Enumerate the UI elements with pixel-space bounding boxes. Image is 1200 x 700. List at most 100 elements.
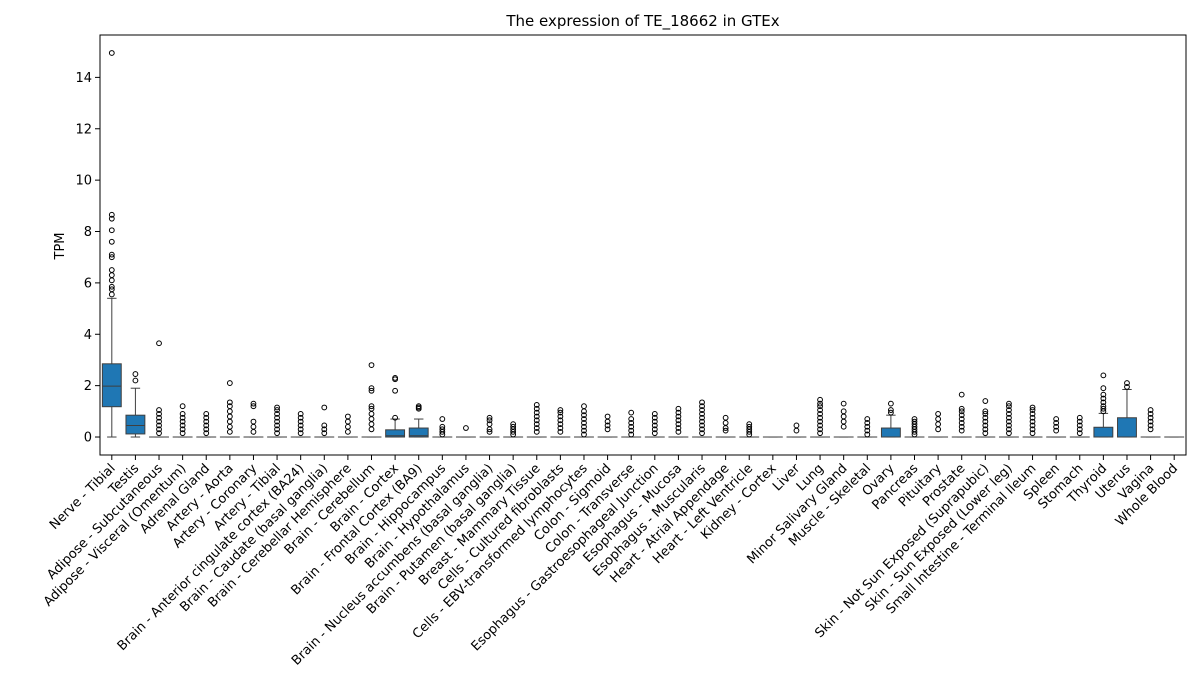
outlier-point [1006,430,1012,437]
outlier-point [1006,426,1012,433]
box-group [550,407,571,438]
outlier-point [203,414,210,421]
outlier-point [368,410,375,417]
outlier-point [108,215,115,222]
outlier-point [108,251,115,258]
outlier-point [651,410,658,417]
box-group [833,400,854,438]
outlier-point [368,385,375,392]
outlier-point [793,427,800,434]
box-group [1140,407,1161,438]
outlier-point [1006,410,1012,417]
outlier-point [699,403,705,410]
outlier-point [722,419,729,426]
outlier-point [958,427,965,434]
box-group [715,414,736,438]
outlier-point [817,430,823,437]
outlier-point [297,410,304,417]
outlier-point [439,416,446,422]
outlier-point [958,423,965,430]
outlier-point [557,421,564,428]
box [125,414,146,435]
outlier-point [392,414,399,421]
outlier-point [533,413,540,420]
outlier-point [557,428,564,435]
outlier-point [675,421,682,428]
outlier-point [1006,400,1012,407]
outlier-point [628,409,635,416]
box-series [101,50,1185,438]
box-group [975,398,996,438]
outlier-point [1100,391,1107,398]
box-group [219,380,240,438]
outlier-point [179,403,186,410]
outlier-point [864,419,871,426]
outlier-point [628,431,635,438]
outlier-point [1147,407,1154,413]
box [385,429,406,438]
outlier-point [817,426,823,433]
outlier-point [179,426,186,433]
outlier-point [864,423,871,430]
outlier-point [699,399,705,406]
y-tick-label: 8 [84,225,92,240]
outlier-point [533,421,540,428]
outlier-point [274,422,280,429]
outlier-point [274,430,280,437]
outlier-point [982,408,989,415]
outlier-point [226,428,233,435]
outlier-point [1076,430,1083,437]
box-group [526,402,547,438]
box-group [479,414,500,438]
outlier-point [486,421,493,428]
outlier-point [1053,427,1060,434]
outlier-point [203,430,210,437]
outlier-point [1006,407,1012,413]
outlier-point [1147,422,1154,429]
outlier-point [840,413,847,420]
outlier-point [392,387,399,394]
outlier-point [817,418,823,425]
outlier-point [368,426,375,433]
outlier-point [982,410,989,417]
outlier-point [982,398,989,404]
outlier-point [581,416,587,422]
box-group [574,403,594,438]
box-group [692,399,712,438]
outlier-point [368,421,375,428]
y-tick-label: 14 [75,71,92,86]
outlier-point [935,410,942,417]
y-axis-label: TPM [53,233,68,261]
box [101,363,122,408]
outlier-point [887,407,894,413]
outlier-point [840,408,847,415]
outlier-point [1029,422,1036,429]
outlier-point [321,426,328,433]
box-group [857,416,878,438]
outlier-point [958,391,965,398]
outlier-point [179,422,186,429]
box-group [267,404,288,438]
outlier-point [840,400,847,407]
outlier-point [675,417,682,424]
outlier-point [510,421,517,428]
outlier-point [1029,418,1036,425]
outlier-point [628,419,635,426]
outlier-point [935,421,942,428]
outlier-point [156,340,162,347]
box-group [1046,416,1067,438]
outlier-point [486,414,493,421]
box-group [786,422,807,438]
outlier-point [982,426,989,433]
outlier-point [439,426,446,433]
outlier-point [958,412,965,419]
box-group [503,421,524,438]
outlier-point [1006,418,1012,425]
outlier-point [415,403,422,410]
outlier-point [108,272,115,279]
outlier-point [226,399,233,406]
outlier-point [817,396,823,403]
outlier-point [179,418,186,425]
outlier-point [675,428,682,435]
